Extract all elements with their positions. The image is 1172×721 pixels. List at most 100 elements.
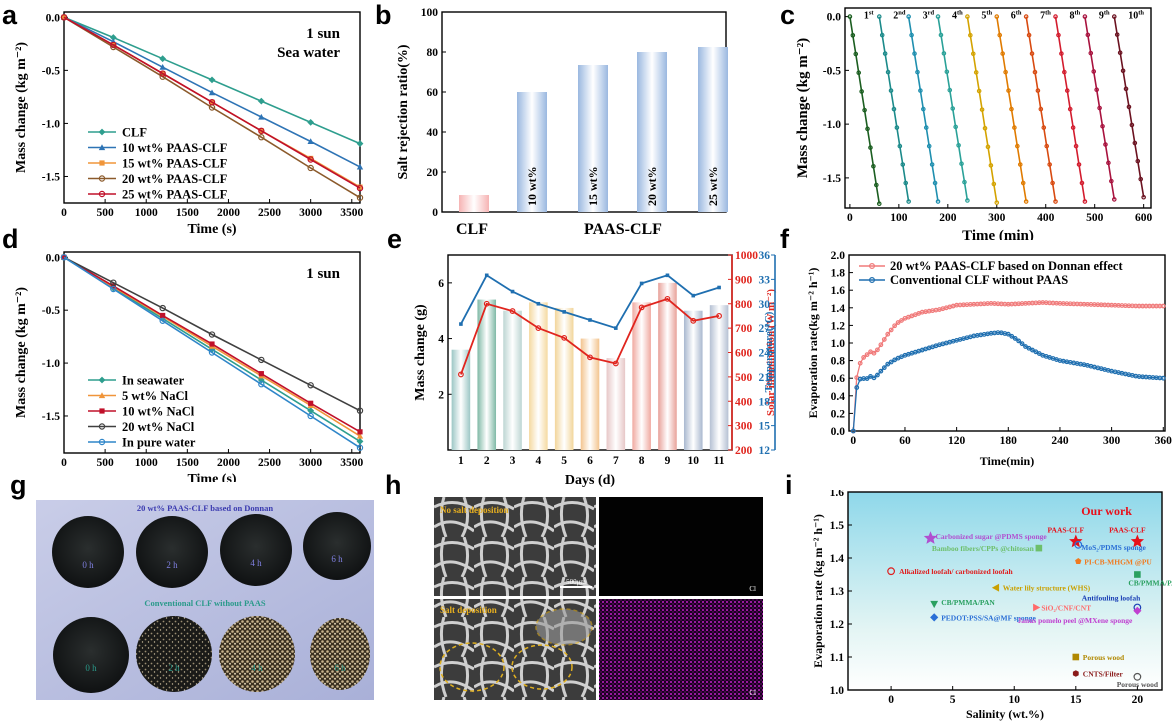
solar-point	[587, 354, 593, 361]
data-point	[1160, 375, 1166, 381]
time-label: 2 h	[166, 560, 178, 570]
data-point-label: PAAS-CLF	[1109, 526, 1146, 535]
scatter-point-group: PAAS-CLF	[1109, 526, 1146, 548]
scatter-point-group: Bamboo fibers/CPPs @chitosan	[932, 544, 1043, 553]
legend-marker	[868, 263, 875, 270]
photo-h-bottom-label: Salt deposition	[440, 605, 497, 615]
bar-category-label: 10 wt%	[525, 166, 539, 206]
data-point-label: Porous wood	[1117, 680, 1159, 689]
data-point	[853, 51, 859, 57]
data-point	[887, 567, 895, 576]
data-point	[356, 432, 364, 439]
y-tick-label: 20	[427, 167, 439, 179]
y-axis-label: Mass change (g)	[413, 304, 428, 401]
x-axis-label: Time (min)	[962, 228, 1034, 240]
data-point	[357, 184, 363, 190]
plot-frame	[63, 11, 361, 204]
data-point	[308, 155, 314, 162]
cycle-label: 4th	[952, 10, 963, 22]
bar	[554, 307, 574, 450]
legend-label: Conventional CLF without PAAS	[890, 273, 1068, 287]
x-tick-label: 2	[484, 455, 490, 467]
data-point	[850, 33, 856, 38]
temperature-point	[459, 322, 463, 326]
data-point	[1012, 336, 1018, 341]
x-tick-label: 15	[1070, 694, 1082, 706]
data-point	[307, 156, 314, 163]
chart-c: 0 100 200 300 400 500 600 0.0 -0.5 -1.0 -1.5 1st 2nd…	[795, 7, 1153, 240]
group-label: PAAS-CLF	[584, 221, 662, 238]
time-label: 6 h	[331, 554, 343, 564]
data-point	[857, 360, 863, 366]
y-tick-label: 1.6	[831, 285, 846, 297]
data-point	[209, 341, 215, 347]
data-point	[921, 106, 926, 112]
data-point	[1133, 672, 1142, 681]
data-point	[1138, 176, 1144, 182]
y-tick-label: 60	[427, 87, 439, 99]
data-point	[1067, 106, 1073, 112]
y-axis-label: Evaporation rate(kg m⁻² h⁻¹)	[806, 268, 820, 419]
y-tick-label: 4	[438, 334, 444, 346]
data-point-label: CB/PMMA/PAN	[1128, 579, 1172, 588]
bar	[683, 310, 703, 450]
x-tick-label: 1500	[176, 457, 199, 469]
data-point	[1111, 14, 1117, 19]
y3-tick-label: 12	[759, 445, 771, 457]
x-tick-label: 1	[458, 455, 464, 467]
legend-marker	[98, 144, 106, 151]
scale-bar-label: 500μm	[566, 578, 586, 586]
data-point	[208, 89, 216, 96]
element-label: Cl	[749, 585, 756, 593]
data-point	[1005, 331, 1011, 337]
x-tick-label: 10	[688, 455, 700, 467]
y-tick-label: 0.0	[46, 12, 61, 24]
cycle-3: 3rd	[906, 10, 941, 204]
cycle-1: 1st	[847, 10, 882, 206]
data-point	[868, 145, 873, 150]
data-point	[356, 407, 364, 414]
data-point	[892, 357, 898, 363]
data-point	[258, 113, 265, 120]
data-point	[1041, 125, 1047, 130]
y-tick-label: 1.5	[830, 520, 845, 532]
data-point	[1062, 69, 1067, 75]
data-point	[862, 107, 867, 113]
cycle-8: 8th	[1053, 10, 1088, 204]
data-point	[965, 198, 970, 203]
y-tick-label: 1.3	[830, 586, 845, 598]
x-tick-label: 0	[61, 207, 67, 219]
data-point-label: Water lily structure (WHS)	[1003, 584, 1091, 593]
data-point	[307, 407, 315, 415]
sample-disk	[303, 512, 371, 580]
series-1: Conventional CLF without PAAS	[850, 273, 1166, 434]
cycle-label: 2nd	[893, 10, 906, 22]
salt-highlight-ellipse	[511, 644, 573, 690]
cycle-label: 8th	[1070, 10, 1081, 22]
data-point	[1033, 603, 1041, 612]
data-point	[356, 437, 364, 445]
x-tick-label: 400	[1037, 212, 1055, 224]
x-tick-label: 2000	[217, 457, 240, 469]
time-label: 2 h	[168, 663, 180, 673]
data-point	[885, 361, 891, 367]
x-tick-label: 2500	[258, 207, 281, 219]
chart-i: 0 5 10 15 20 1.0 1.1 1.2 1.3 1.4 1.5 1.6 Our work PAA…	[811, 490, 1172, 721]
data-point	[882, 51, 888, 56]
data-point	[109, 34, 117, 41]
data-point	[1019, 341, 1025, 347]
chart-b: 0 20 40 60 80 100 10 wt% 15 wt% 20 wt% 25 wt% CLF P…	[396, 7, 728, 238]
data-point	[1020, 180, 1026, 186]
data-point	[906, 14, 911, 19]
data-point	[909, 32, 914, 38]
data-point	[1082, 199, 1088, 204]
data-point	[1050, 180, 1055, 186]
cycle-line	[1054, 16, 1086, 202]
sample-disk-salt	[219, 616, 295, 692]
y-tick-label: -1.5	[823, 173, 841, 185]
data-point	[1059, 51, 1064, 56]
data-point	[1117, 50, 1123, 56]
series-line	[63, 16, 361, 189]
scatter-point-group: SiO₂/CNF/CNT	[1033, 604, 1091, 613]
